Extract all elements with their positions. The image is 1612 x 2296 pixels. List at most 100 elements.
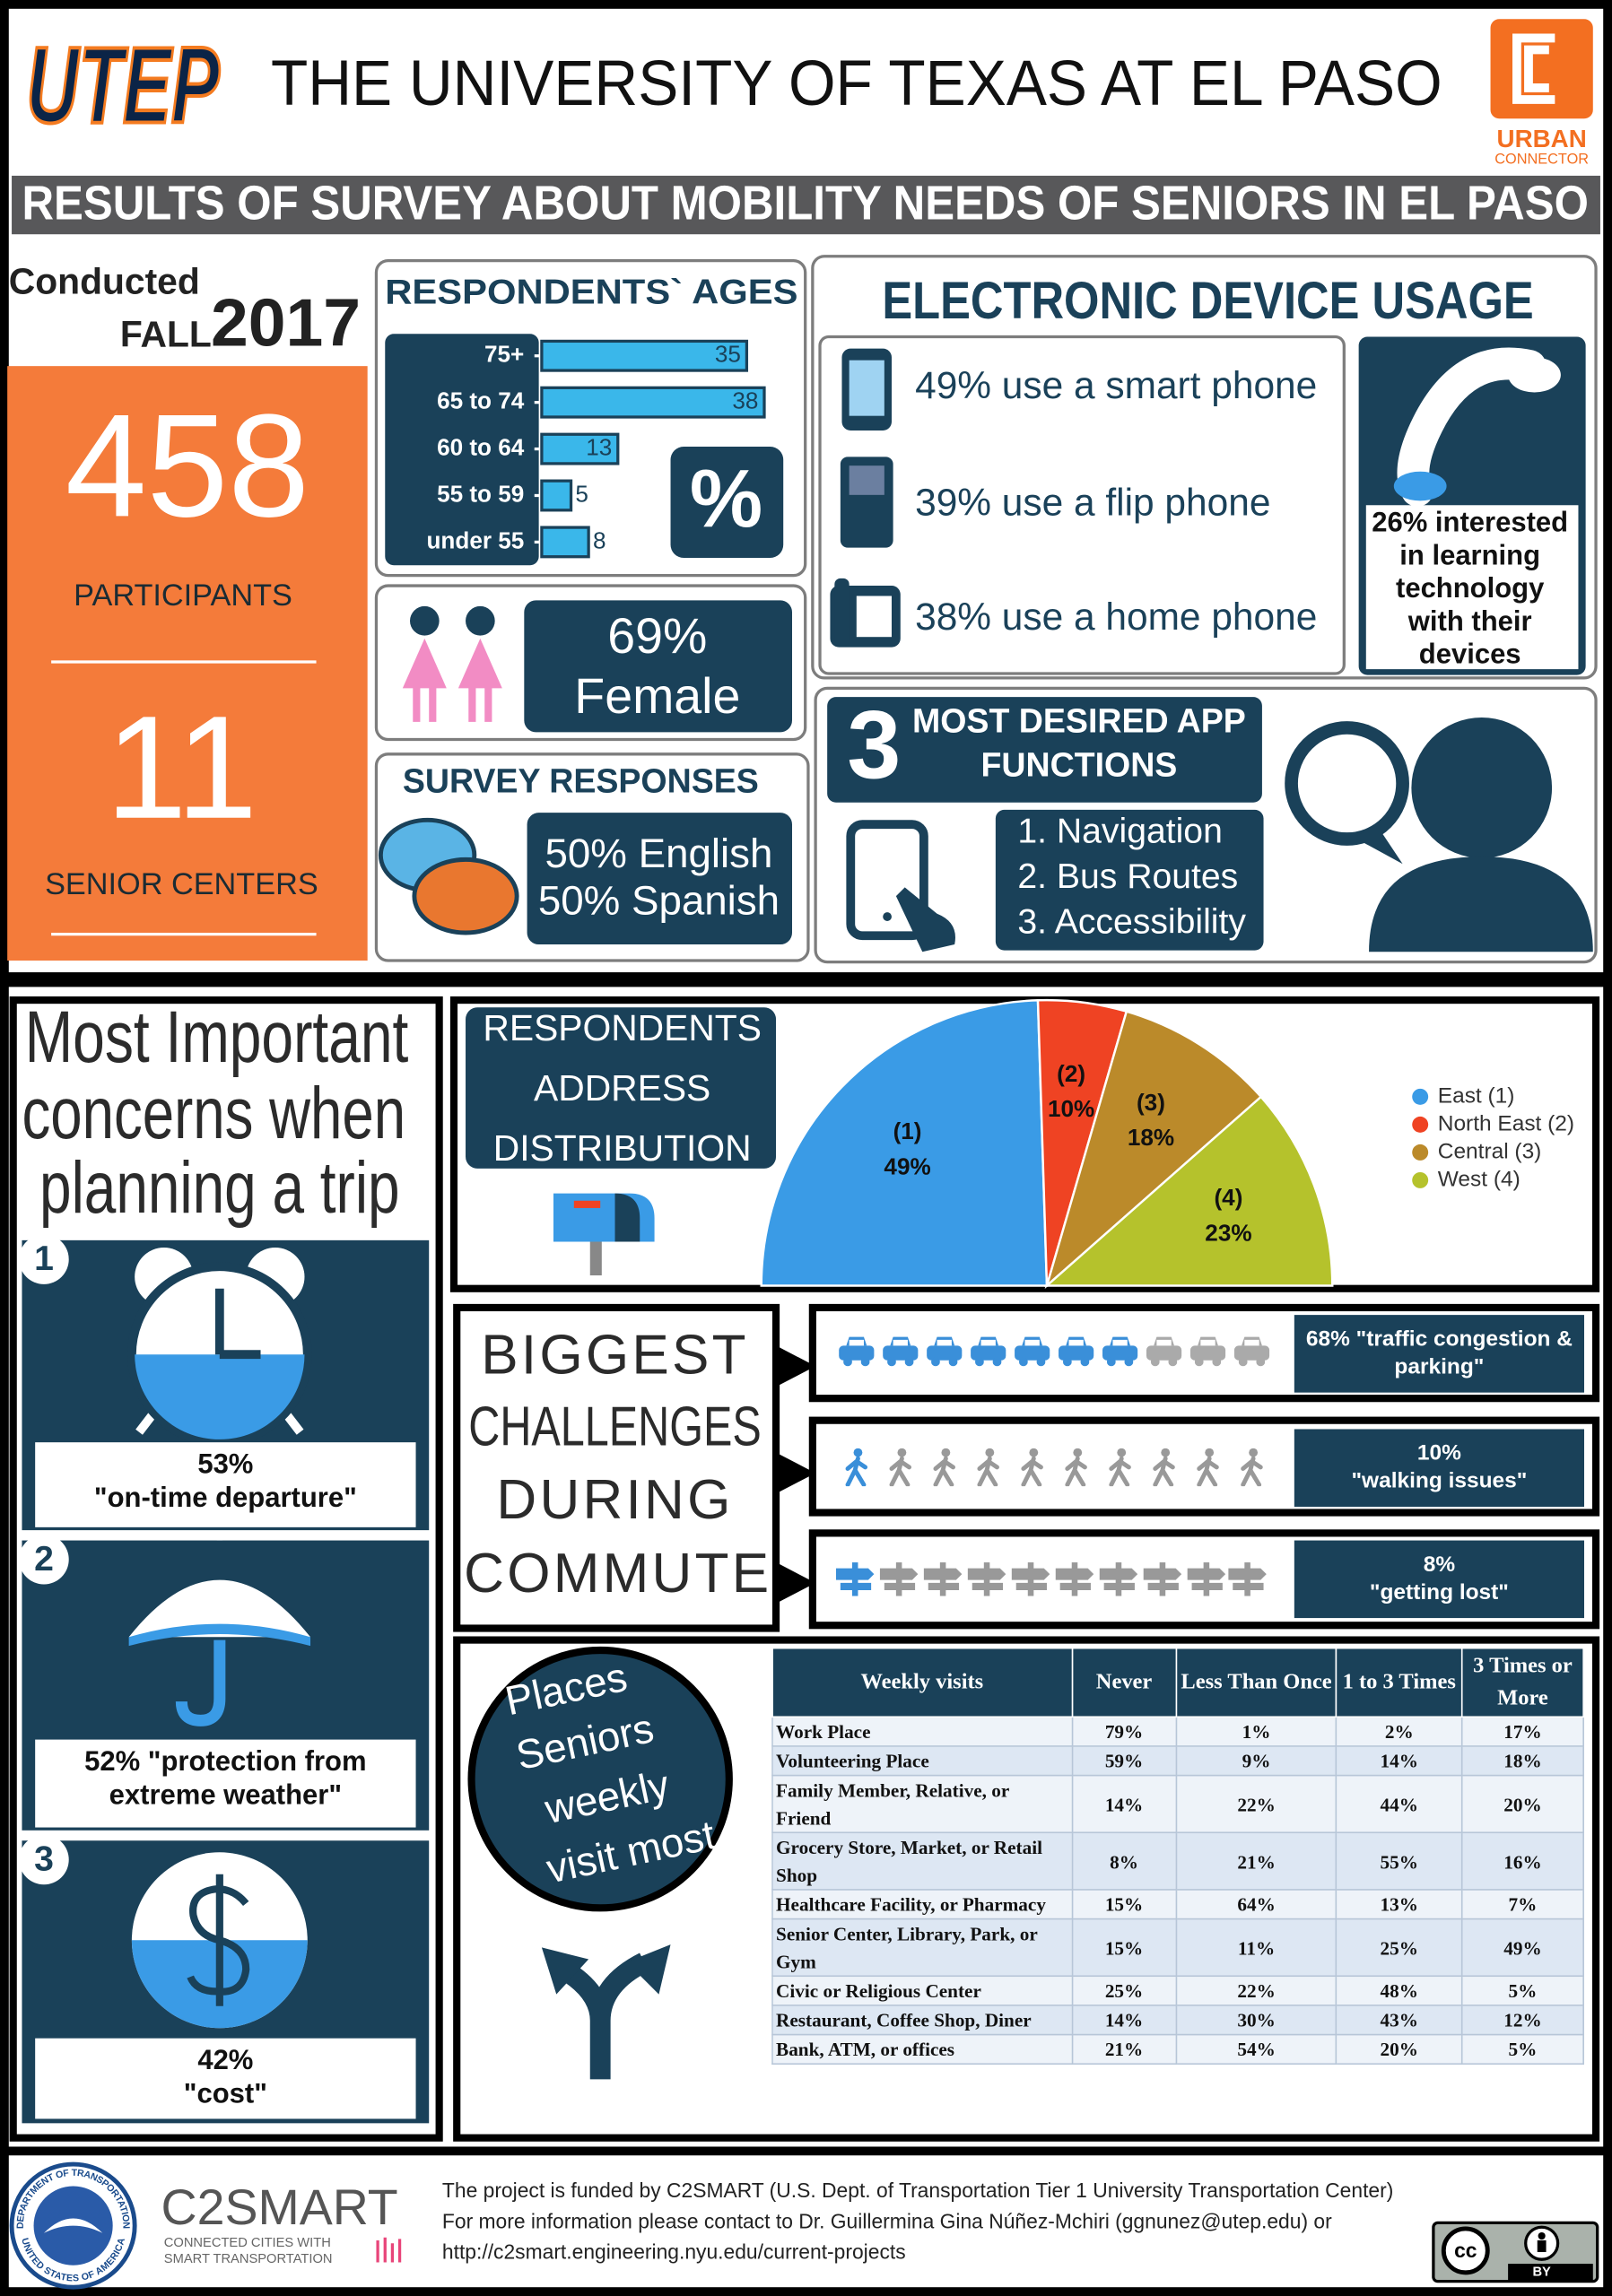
table-cell: 54%	[1175, 2033, 1338, 2066]
table-cell: 15%	[1070, 1889, 1178, 1920]
row-label: Grocery Store, Market, or Retail Shop	[771, 1831, 1073, 1891]
centers-label: SENIOR CENTERS	[45, 867, 318, 901]
rank-number: 3	[34, 1839, 54, 1878]
bar	[540, 526, 590, 559]
rect-shape	[1294, 1315, 1584, 1393]
circle-shape	[883, 912, 892, 921]
bar	[540, 339, 749, 372]
banner: RESULTS OF SURVEY ABOUT MOBILITY NEEDS O…	[22, 176, 1588, 230]
table-row: Family Member, Relative, or Friend 14% 22%…	[771, 1774, 1584, 1834]
table-row: Grocery Store, Market, or Retail Shop 8% 2…	[771, 1831, 1584, 1891]
rect-shape	[524, 600, 792, 733]
table-row: Restaurant, Coffee Shop, Diner 14% 30% 43% 1…	[771, 2005, 1584, 2036]
circle-shape	[467, 1646, 733, 1912]
table-row: Volunteering Place 59% 9% 14% 18%	[771, 1745, 1584, 1777]
path-shape	[214, 1288, 261, 1360]
table-cell: 55%	[1335, 1831, 1463, 1891]
table-cell: 14%	[1070, 2005, 1178, 2036]
challenge-label: parking"	[1394, 1354, 1484, 1378]
pie-title: RESPONDENTS	[483, 1007, 762, 1048]
rank-badge	[19, 1234, 69, 1284]
slice-value: 18%	[1128, 1124, 1174, 1151]
slice-label: (2)	[1057, 1060, 1085, 1087]
pie-slice	[760, 998, 1049, 1287]
app-item: 1. Navigation	[1017, 812, 1223, 850]
circle-shape	[410, 605, 440, 636]
table-cell: 49%	[1460, 1918, 1584, 1978]
female-label: Female	[574, 668, 740, 724]
footer-line: For more information please contact to D…	[442, 2209, 1332, 2232]
row-label: Senior Center, Library, Park, or Gym	[771, 1918, 1073, 1978]
legend-swatch	[1412, 1116, 1429, 1133]
table-cell: 14%	[1070, 1774, 1178, 1834]
legend-entry: East (1)	[1438, 1083, 1515, 1108]
app-item: 3. Accessibility	[1017, 903, 1246, 942]
table-cell: 20%	[1335, 2033, 1463, 2066]
table-cell: 12%	[1460, 2005, 1584, 2036]
rect-shape	[670, 446, 784, 559]
challenges-title: DURING	[496, 1469, 733, 1531]
rect-shape	[573, 1200, 601, 1208]
value-label: 8	[593, 526, 606, 553]
rect-shape	[466, 1007, 777, 1169]
rect-shape	[429, 685, 437, 722]
ellipse-shape	[412, 857, 519, 935]
row-label: Healthcare Facility, or Pharmacy	[771, 1889, 1073, 1920]
challenge-label: "walking issues"	[1351, 1469, 1527, 1493]
season: FALL	[120, 313, 212, 354]
concerns-items: 1 53%"on-time departure" 2 52% "protection …	[19, 1234, 416, 2119]
visits-table-frame: Weekly visits Never Less Than Once 1 to 3 T…	[771, 1647, 1584, 2066]
path-shape	[895, 887, 955, 952]
table-cell: 11%	[1175, 1918, 1338, 1978]
challenge-label: 68% "traffic congestion &	[1306, 1326, 1573, 1351]
row-label: Work Place	[771, 1716, 1073, 1747]
c2smart-logo: C2SMART	[161, 2179, 398, 2235]
challenges-title: COMMUTE	[464, 1543, 771, 1605]
conducted: Conducted	[9, 261, 200, 302]
rect-shape	[1537, 2239, 1547, 2253]
c2smart-tagline: CONNECTED CITIES WITH	[164, 2236, 331, 2250]
pie-title: ADDRESS	[534, 1067, 710, 1109]
pie-slice	[1043, 1095, 1334, 1287]
header-cell: Less Than Once	[1175, 1647, 1338, 1718]
rect-shape	[1294, 1540, 1584, 1619]
circle-shape	[1538, 2231, 1546, 2240]
header-cell: Never	[1070, 1647, 1178, 1718]
license-by: BY	[1532, 2266, 1551, 2280]
participants-label: PARTICIPANTS	[74, 578, 292, 613]
table-cell: 9%	[1175, 1745, 1338, 1777]
legend-entry: Central (3)	[1438, 1139, 1542, 1163]
rect-shape	[12, 175, 1600, 235]
table-cell: 2%	[1335, 1716, 1463, 1747]
value-label: 35	[715, 341, 741, 368]
rect-shape	[8, 2155, 1604, 2288]
table-cell: 15%	[1070, 1918, 1178, 1978]
path-shape	[376, 2237, 402, 2263]
concern-label: 52% "protection from	[84, 1745, 366, 1777]
path-shape	[614, 1193, 640, 1242]
app-item: 2. Bus Routes	[1017, 857, 1238, 896]
value-label: 38	[732, 387, 758, 414]
table-cell: 30%	[1175, 2005, 1338, 2036]
header-cell: 1 to 3 Times	[1335, 1647, 1463, 1718]
rank-number: 1	[34, 1239, 54, 1278]
polygon-shape	[779, 1563, 816, 1603]
app-title: MOST DESIRED APP	[912, 701, 1246, 739]
rect-shape	[413, 685, 421, 722]
polygon-shape	[779, 1347, 816, 1386]
slice-value: 49%	[884, 1152, 930, 1179]
polygon-shape	[779, 1454, 816, 1492]
concerns-title: concerns when	[22, 1073, 405, 1154]
header-cell: 3 Times or More	[1460, 1647, 1584, 1718]
languages-title: SURVEY RESPONSES	[403, 761, 759, 799]
utep-logo: UTEP	[26, 24, 220, 145]
centers: 11	[106, 685, 257, 849]
year: 2017	[211, 285, 361, 361]
ages-title: RESPONDENTS` AGES	[385, 274, 797, 312]
partner-logo: URBAN	[1497, 125, 1587, 152]
table-cell: 20%	[1460, 1774, 1584, 1834]
row-label: Family Member, Relative, or Friend	[771, 1774, 1073, 1834]
bar	[540, 432, 620, 465]
